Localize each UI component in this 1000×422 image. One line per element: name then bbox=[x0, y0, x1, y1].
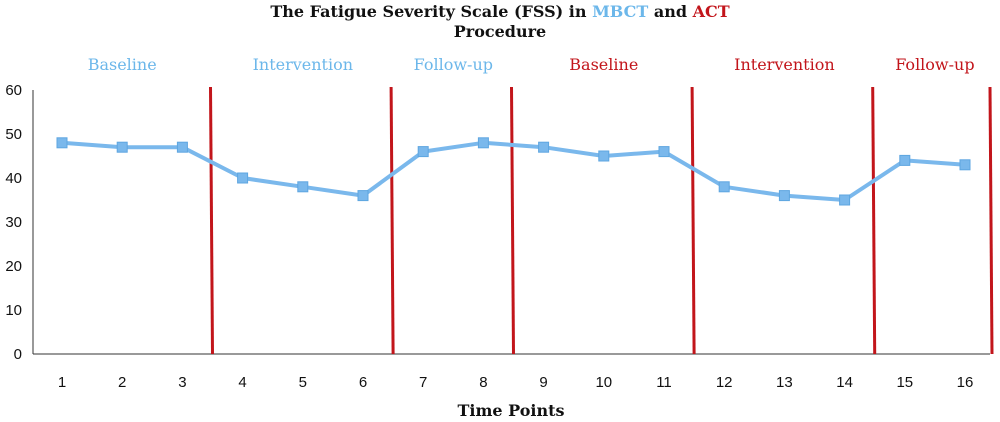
series-line bbox=[61, 140, 966, 202]
x-tick-label: 3 bbox=[178, 374, 186, 391]
x-tick-label: 7 bbox=[419, 374, 427, 391]
phase-label: Intervention bbox=[734, 55, 834, 74]
phase-divider bbox=[988, 86, 994, 355]
y-tick-label: 40 bbox=[5, 170, 22, 187]
data-point bbox=[899, 154, 911, 166]
phase-label: Follow-up bbox=[895, 55, 974, 74]
title-part-0: The Fatigue Severity Scale (FSS) in bbox=[270, 2, 593, 21]
data-point bbox=[778, 190, 790, 202]
title-part-3: ACT bbox=[692, 2, 730, 21]
y-tick-label: 20 bbox=[5, 258, 22, 275]
phase-divider bbox=[690, 86, 696, 355]
x-tick-label: 5 bbox=[299, 374, 307, 391]
x-tick-label: 10 bbox=[595, 374, 612, 391]
data-point bbox=[176, 141, 188, 153]
x-tick-label: 1 bbox=[58, 374, 66, 391]
x-tick-label: 15 bbox=[896, 374, 913, 391]
data-point bbox=[658, 146, 670, 158]
x-axis-ticks: 1 2 3 4 5 6 7 8 9 10 11 12 13 14 15 16 bbox=[58, 374, 974, 391]
phase-label: Baseline bbox=[88, 55, 157, 74]
phase-divider bbox=[209, 86, 214, 355]
phase-dividers bbox=[209, 86, 994, 355]
phase-divider bbox=[510, 86, 515, 355]
y-tick-label: 60 bbox=[5, 82, 22, 99]
y-tick-label: 10 bbox=[5, 302, 22, 319]
chart-title: The Fatigue Severity Scale (FSS) in MBCT… bbox=[0, 2, 1000, 42]
data-point bbox=[477, 137, 489, 149]
data-point bbox=[116, 141, 128, 153]
data-point bbox=[959, 159, 971, 171]
axes bbox=[32, 90, 990, 355]
phase-label: Intervention bbox=[253, 55, 353, 74]
title-part-2: and bbox=[648, 2, 693, 21]
y-tick-label: 50 bbox=[5, 126, 22, 143]
data-point bbox=[598, 150, 610, 162]
x-tick-label: 12 bbox=[716, 374, 733, 391]
chart-title-line1: The Fatigue Severity Scale (FSS) in MBCT… bbox=[0, 2, 1000, 22]
phase-label: Follow-up bbox=[414, 55, 493, 74]
data-point bbox=[56, 137, 68, 149]
data-point bbox=[357, 190, 369, 202]
x-tick-label: 6 bbox=[359, 374, 367, 391]
phase-labels: Baseline Intervention Follow-up Baseline Int… bbox=[88, 55, 975, 74]
data-point bbox=[417, 146, 429, 158]
x-tick-label: 2 bbox=[118, 374, 126, 391]
phase-divider bbox=[389, 86, 395, 355]
data-point bbox=[839, 194, 851, 206]
y-axis-ticks: 0 10 20 30 40 50 60 bbox=[5, 82, 22, 363]
phase-label: Baseline bbox=[569, 55, 638, 74]
x-tick-label: 11 bbox=[656, 374, 672, 391]
title-part-1: MBCT bbox=[592, 2, 649, 21]
data-point bbox=[538, 141, 550, 153]
x-tick-label: 8 bbox=[479, 374, 487, 391]
x-tick-label: 4 bbox=[238, 374, 246, 391]
x-tick-label: 9 bbox=[539, 374, 547, 391]
x-axis-label: Time Points bbox=[457, 401, 564, 420]
data-point bbox=[297, 181, 309, 193]
x-tick-label: 14 bbox=[836, 374, 853, 391]
x-tick-label: 13 bbox=[776, 374, 793, 391]
y-tick-label: 0 bbox=[14, 346, 22, 363]
data-point bbox=[718, 181, 730, 193]
x-tick-label: 16 bbox=[957, 374, 974, 391]
series-group bbox=[56, 137, 971, 206]
data-point bbox=[237, 172, 249, 184]
phase-divider bbox=[871, 86, 877, 355]
chart-title-line2: Procedure bbox=[453, 22, 547, 41]
y-tick-label: 30 bbox=[5, 214, 22, 231]
